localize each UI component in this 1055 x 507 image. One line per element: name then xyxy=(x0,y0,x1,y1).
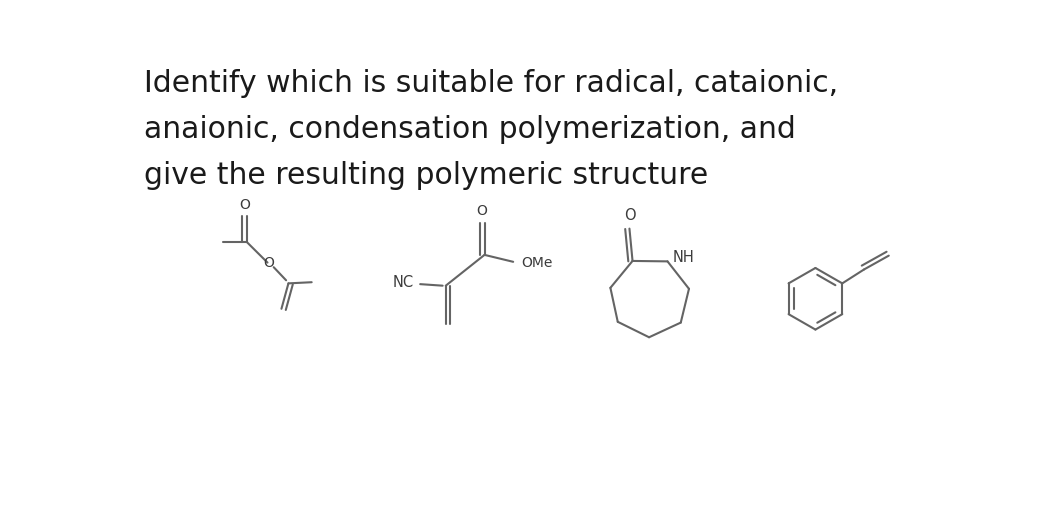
Text: Identify which is suitable for radical, cataionic,: Identify which is suitable for radical, … xyxy=(143,68,838,97)
Text: O: O xyxy=(264,256,274,270)
Text: give the resulting polymeric structure: give the resulting polymeric structure xyxy=(143,161,708,190)
Text: OMe: OMe xyxy=(522,256,553,270)
Text: NC: NC xyxy=(392,275,414,290)
Text: O: O xyxy=(624,208,635,223)
Text: NH: NH xyxy=(673,250,694,265)
Text: O: O xyxy=(238,198,250,212)
Text: O: O xyxy=(477,204,487,218)
Text: anaionic, condensation polymerization, and: anaionic, condensation polymerization, a… xyxy=(143,115,795,144)
